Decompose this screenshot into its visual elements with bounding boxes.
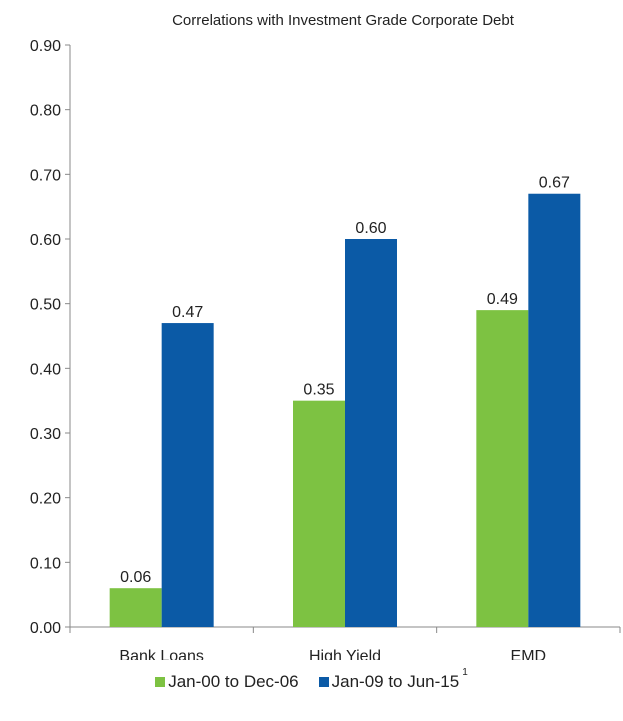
y-tick-label: 0.40 <box>30 361 61 378</box>
y-axis: 0.00 0.10 0.20 0.30 0.40 0.50 0.60 0.70 0.80 0.90 <box>30 38 71 637</box>
legend-swatch-series-2 <box>318 677 329 687</box>
bar <box>528 193 581 627</box>
data-labels: 0.06 0.35 0.49 0.47 0.60 0.67 <box>120 175 570 586</box>
y-tick-label: 0.50 <box>30 297 61 314</box>
bar <box>109 588 162 627</box>
data-label: 0.47 <box>172 304 203 321</box>
legend-item-series-1: Jan-00 to Dec-06 <box>155 672 299 692</box>
y-tick-label: 0.00 <box>30 620 61 637</box>
y-tick-label: 0.70 <box>30 167 61 184</box>
y-tick-label: 0.10 <box>30 555 61 572</box>
y-tick-label: 0.30 <box>30 426 61 443</box>
legend-item-series-2: Jan-09 to Jun-15 1 <box>318 667 468 692</box>
x-tick-label: High Yield <box>309 648 381 660</box>
x-tick-label: EMD <box>511 648 547 660</box>
chart-title: Correlations with Investment Grade Corpo… <box>172 12 515 29</box>
legend-label-series-2: Jan-09 to Jun-15 <box>331 672 460 691</box>
x-axis: Bank Loans High Yield EMD <box>69 626 621 660</box>
legend-swatch-series-1 <box>155 677 166 687</box>
data-label: 0.49 <box>487 291 518 308</box>
y-tick-label: 0.60 <box>30 232 61 249</box>
bars <box>109 193 581 627</box>
data-label: 0.35 <box>303 382 334 399</box>
bar <box>345 239 397 627</box>
data-label: 0.60 <box>355 220 386 237</box>
y-tick-label: 0.90 <box>30 38 61 55</box>
bar <box>293 400 345 627</box>
data-label: 0.06 <box>120 569 151 586</box>
legend: Jan-00 to Dec-06 Jan-09 to Jun-15 1 <box>0 667 623 692</box>
y-tick-label: 0.80 <box>30 103 61 120</box>
x-tick-label: Bank Loans <box>119 648 204 660</box>
bar-chart: Correlations with Investment Grade Corpo… <box>30 12 621 660</box>
bar <box>161 323 214 627</box>
bar <box>476 310 529 627</box>
y-tick-label: 0.20 <box>30 491 61 508</box>
legend-label-series-1: Jan-00 to Dec-06 <box>168 672 299 691</box>
legend-footnote-marker: 1 <box>462 666 468 678</box>
data-label: 0.67 <box>539 175 570 192</box>
